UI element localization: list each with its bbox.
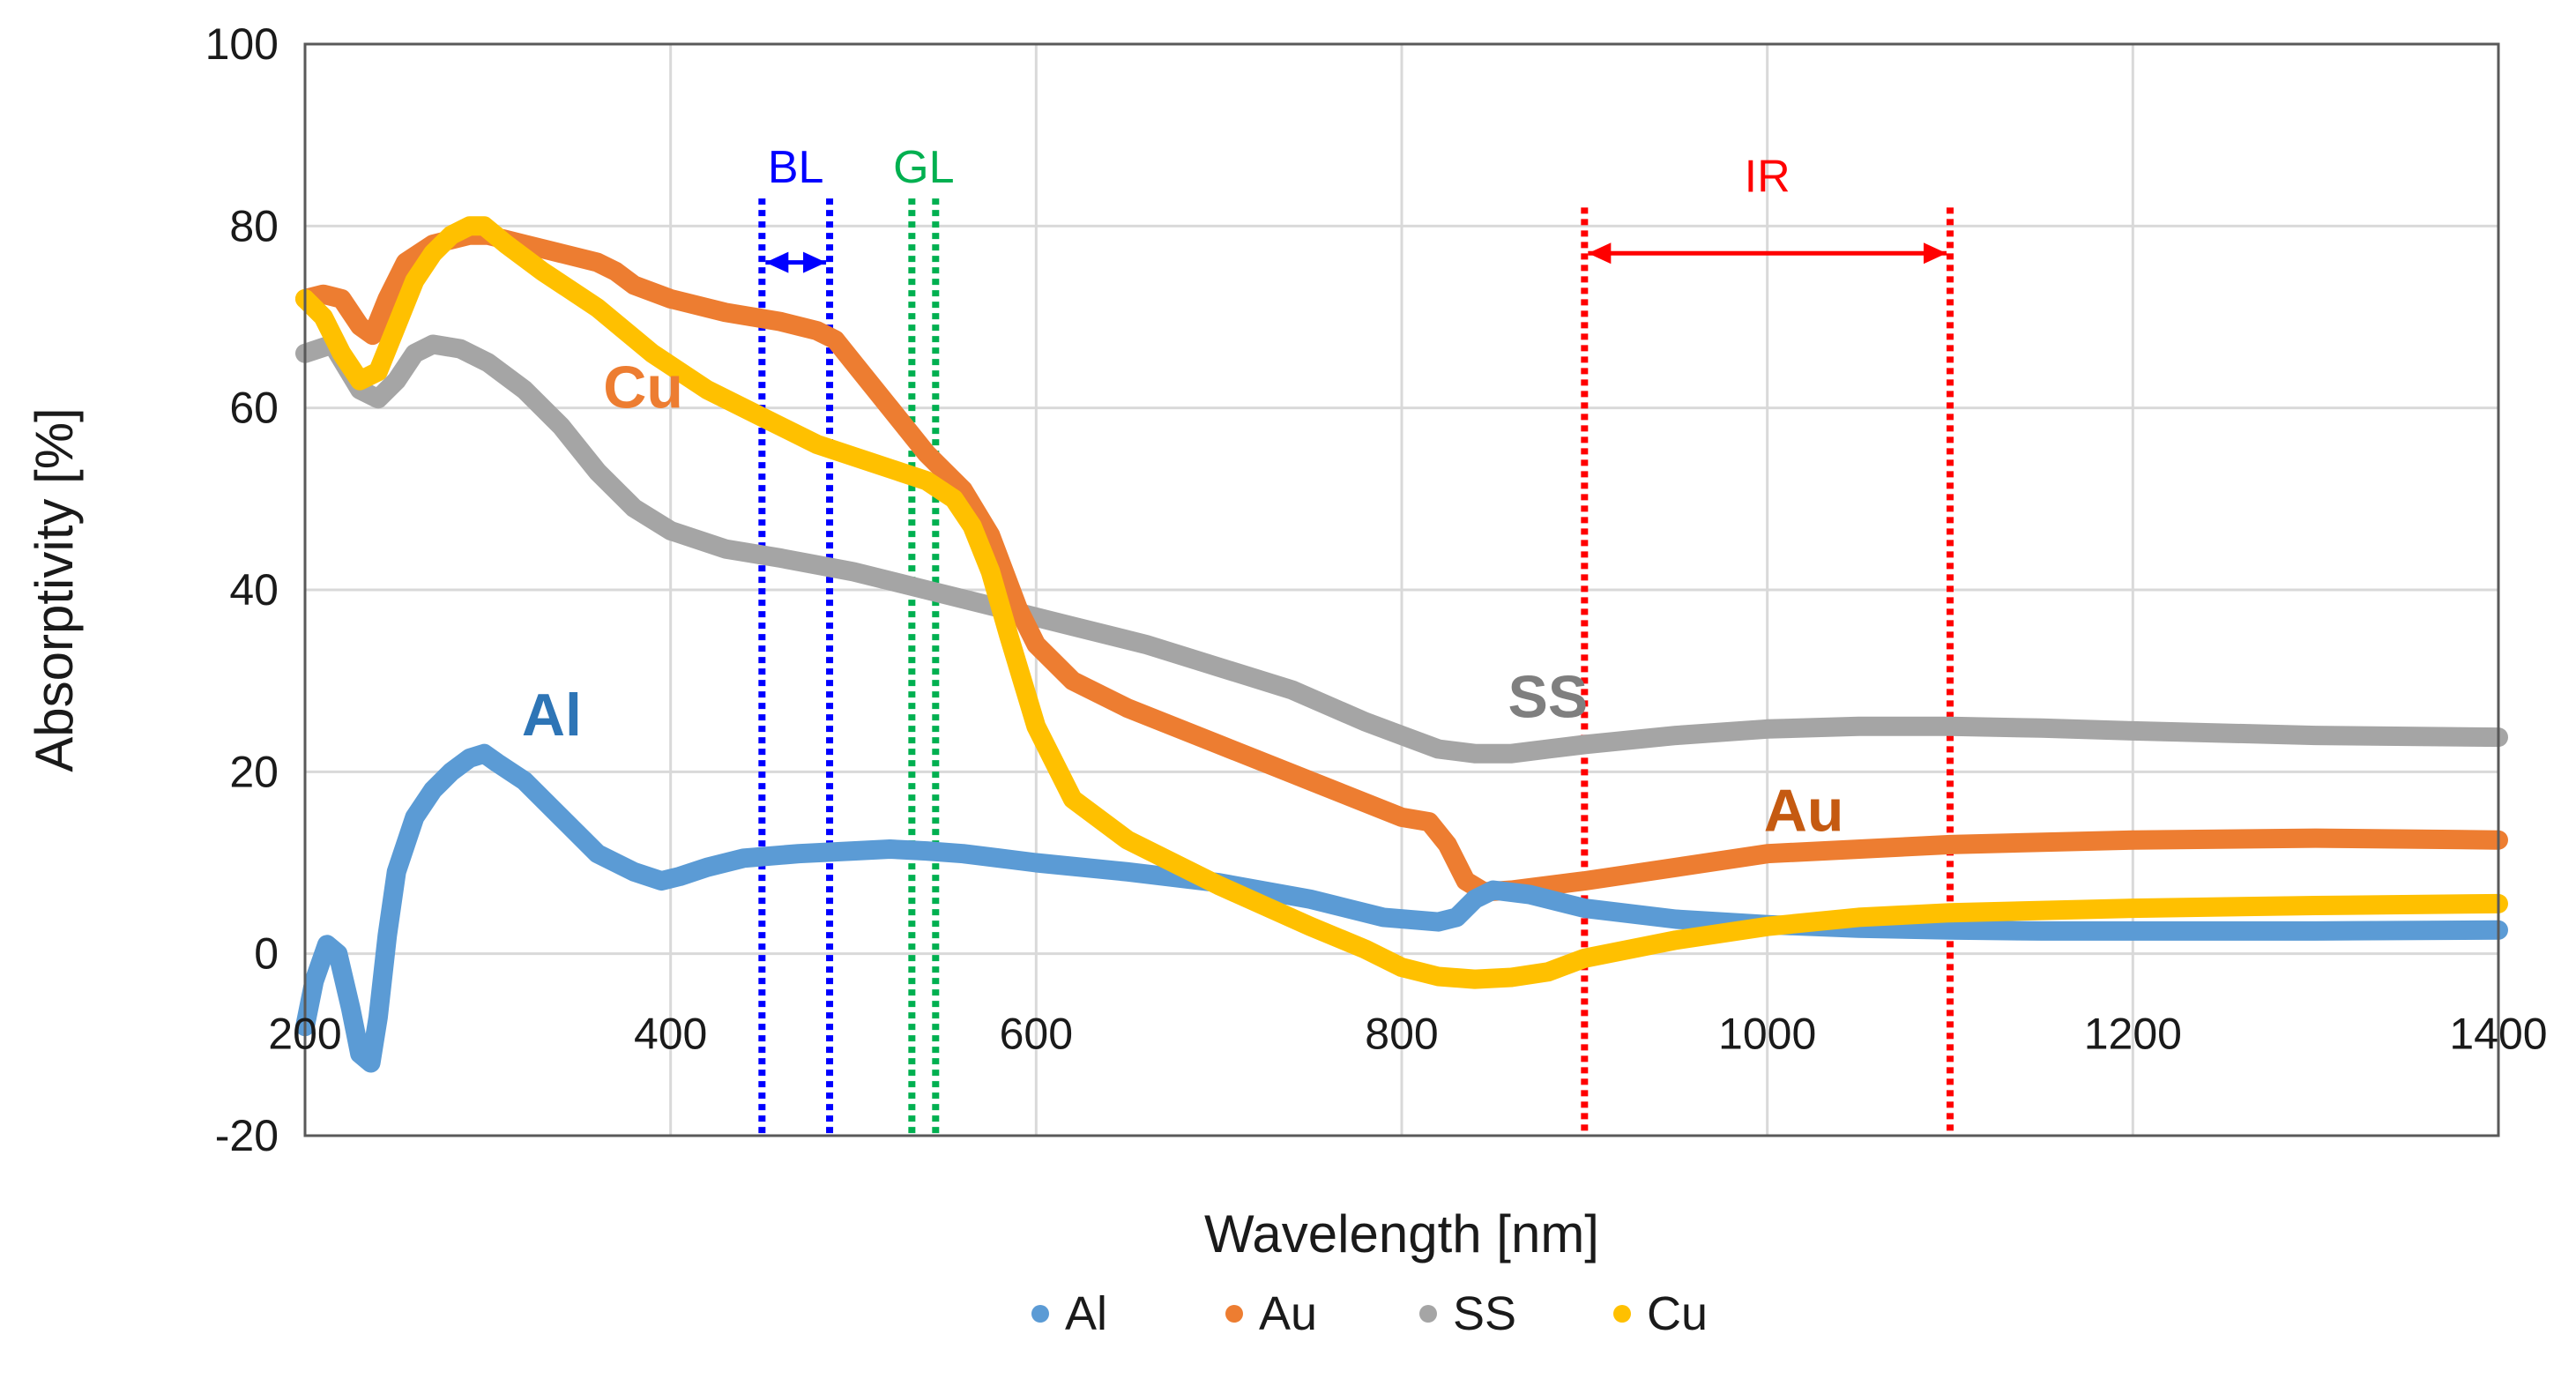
series-label-au: Au (1764, 777, 1844, 844)
y-tick-label: 0 (254, 929, 279, 979)
x-tick-label: 1200 (2084, 1010, 2182, 1059)
x-tick-label: 1000 (1718, 1010, 1816, 1059)
legend-label-cu: Cu (1647, 1287, 1708, 1340)
plot-area-border (303, 42, 2500, 1137)
y-axis-title: Absorptivity [%] (25, 407, 84, 771)
arrow-head-right (1924, 242, 1947, 265)
x-tick-label: 600 (1000, 1010, 1073, 1059)
legend-label-au: Au (1259, 1287, 1317, 1340)
x-tick-label: 800 (1365, 1010, 1438, 1059)
arrow-head-left (765, 251, 789, 273)
y-tick-label: 100 (205, 19, 279, 69)
legend-marker-al (1031, 1305, 1049, 1323)
legend-marker-au (1225, 1305, 1243, 1323)
series-label-ss: SS (1508, 663, 1589, 730)
y-tick-label: 40 (229, 565, 279, 615)
data-series (295, 216, 2508, 1073)
legend-label-ss: SS (1453, 1287, 1516, 1340)
series-line-ss (295, 334, 2508, 764)
legend-marker-ss (1419, 1305, 1437, 1323)
band-label: BL (768, 142, 824, 193)
y-tick-label: 60 (229, 384, 279, 433)
legend-marker-cu (1613, 1305, 1631, 1323)
series-labels: Al Au SS Cu (522, 354, 1844, 845)
spectral-bands: BL GL IR (758, 142, 1954, 1136)
y-tick-label: 20 (229, 747, 279, 796)
band-label: IR (1745, 151, 1791, 202)
series-line-cu (295, 216, 2508, 989)
band-label: GL (893, 142, 954, 193)
legend: Al Au SS Cu (1031, 1287, 1708, 1340)
legend-label-al: Al (1065, 1287, 1107, 1340)
series-line-al (295, 743, 2508, 1073)
tick-labels: -20 0 20 40 60 80 100 200 400 600 800 1000 1200 1400 (205, 19, 2548, 1160)
arrow-head-right (803, 251, 827, 273)
x-tick-label: 200 (268, 1010, 341, 1059)
y-tick-label: -20 (215, 1111, 279, 1160)
x-axis-title: Wavelength [nm] (1204, 1204, 1599, 1263)
x-tick-label: 1400 (2449, 1010, 2547, 1059)
series-label-al: Al (522, 682, 582, 749)
series-label-cu: Cu (603, 354, 683, 421)
x-tick-label: 400 (634, 1010, 707, 1059)
y-tick-label: 80 (229, 201, 279, 250)
arrow-head-left (1588, 242, 1612, 265)
